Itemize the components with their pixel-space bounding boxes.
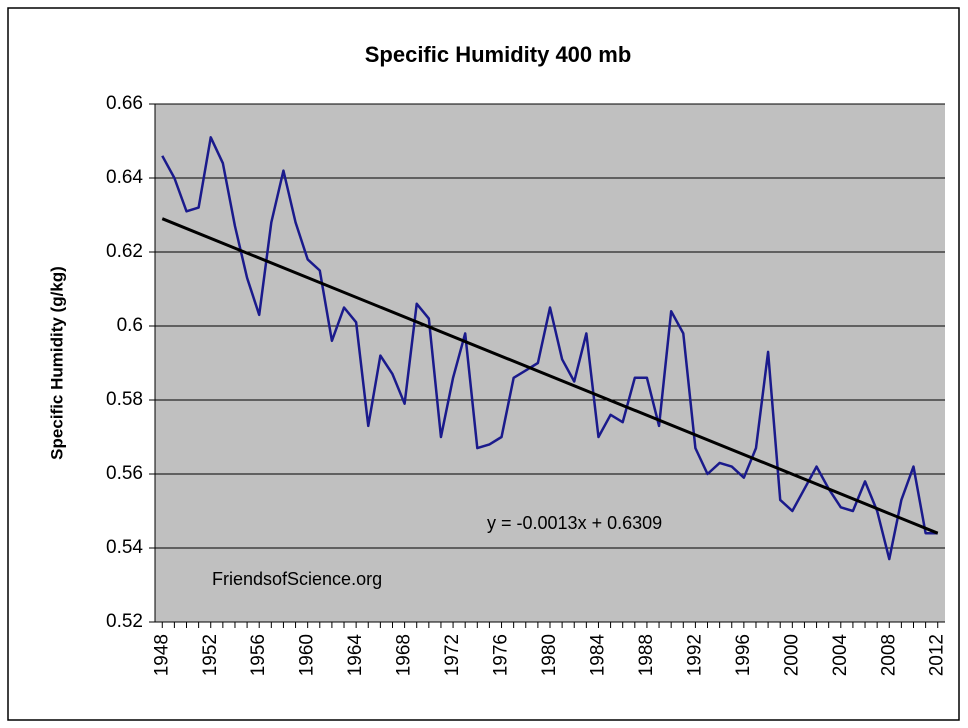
x-tick-label: 2000 [781, 634, 802, 676]
x-tick-label: 2004 [830, 634, 851, 677]
plot-area [155, 104, 945, 622]
x-tick-label: 1956 [248, 634, 269, 676]
y-axis-label: Specific Humidity (g/kg) [47, 266, 66, 460]
y-tick-label: 0.62 [106, 241, 143, 262]
x-tick-label: 1984 [587, 634, 608, 677]
y-tick-label: 0.54 [106, 537, 143, 558]
x-tick-label: 1964 [345, 634, 366, 677]
x-tick-label: 1952 [200, 634, 221, 676]
x-tick-label: 1968 [394, 634, 415, 676]
x-tick-label: 1988 [636, 634, 657, 676]
x-tick-label: 1976 [491, 634, 512, 676]
y-tick-label: 0.64 [106, 167, 143, 188]
x-tick-label: 1996 [733, 634, 754, 676]
y-tick-label: 0.58 [106, 389, 143, 410]
x-tick-label: 2012 [927, 634, 948, 676]
y-tick-label: 0.6 [117, 315, 143, 336]
y-tick-label: 0.52 [106, 611, 143, 632]
x-tick-label: 1992 [684, 634, 705, 676]
y-tick-label: 0.56 [106, 463, 143, 484]
trend-equation: y = -0.0013x + 0.6309 [487, 513, 662, 533]
data-line [161, 217, 939, 535]
x-tick-label: 1960 [297, 634, 318, 676]
x-tick-label: 2008 [878, 634, 899, 676]
watermark: FriendsofScience.org [212, 569, 382, 589]
chart-title: Specific Humidity 400 mb [365, 42, 632, 67]
x-tick-label: 1980 [539, 634, 560, 676]
x-tick-label: 1948 [151, 634, 172, 676]
x-tick-label: 1972 [442, 634, 463, 676]
y-tick-label: 0.66 [106, 93, 143, 114]
